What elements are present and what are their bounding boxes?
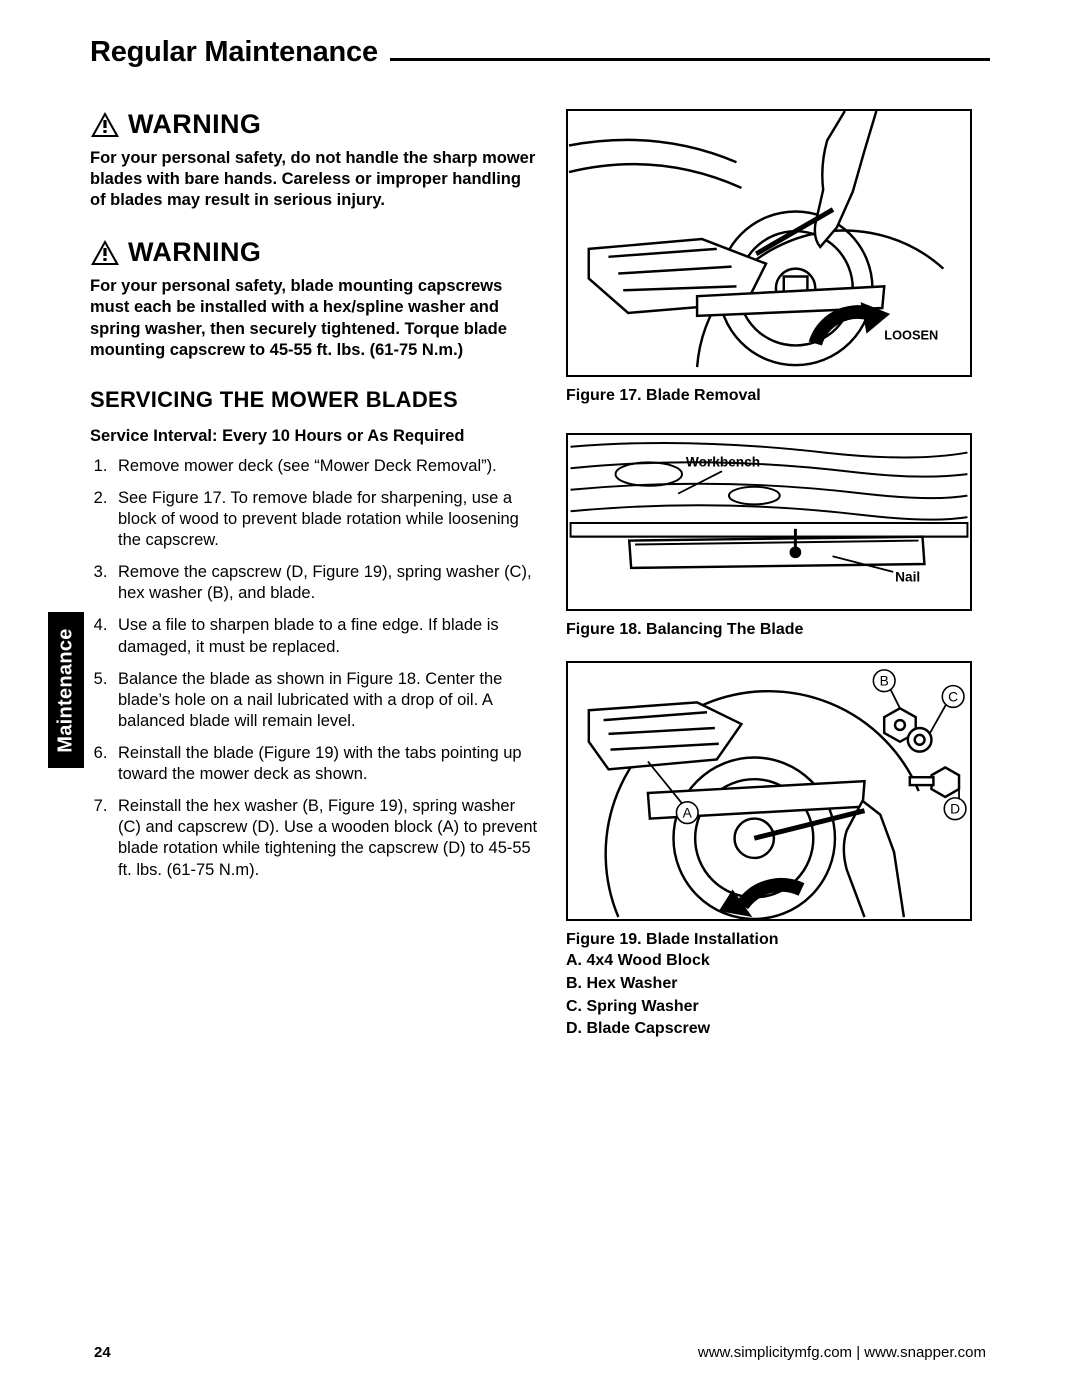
section-rule bbox=[390, 58, 990, 61]
figure-19-caption: Figure 19. Blade Installation bbox=[566, 931, 972, 949]
side-tab-label: Maintenance bbox=[55, 628, 78, 752]
warning-header-2: WARNING bbox=[90, 237, 538, 268]
step-item: Remove the capscrew (D, Figure 19), spri… bbox=[112, 562, 538, 604]
service-interval: Service Interval: Every 10 Hours or As R… bbox=[90, 427, 538, 446]
steps-list: Remove mower deck (see “Mower Deck Remov… bbox=[90, 456, 538, 881]
figure-18-caption: Figure 18. Balancing The Blade bbox=[566, 621, 972, 639]
warning-body-1: For your personal safety, do not handle … bbox=[90, 148, 538, 211]
step-item: See Figure 17. To remove blade for sharp… bbox=[112, 488, 538, 551]
step-item: Use a file to sharpen blade to a fine ed… bbox=[112, 615, 538, 657]
figure-19-label-d: D bbox=[950, 802, 960, 817]
warning-header-1: WARNING bbox=[90, 109, 538, 140]
section-header: Regular Maintenance bbox=[90, 36, 990, 69]
figure-19-label-a: A bbox=[683, 806, 693, 821]
figure-19-legend-a: A. 4x4 Wood Block bbox=[566, 951, 972, 972]
figure-19-legend-c: C. Spring Washer bbox=[566, 997, 972, 1018]
section-title: Regular Maintenance bbox=[90, 36, 378, 69]
figure-19-legend-d: D. Blade Capscrew bbox=[566, 1019, 972, 1040]
page-root: Regular Maintenance WARNING For your per… bbox=[0, 0, 1080, 1397]
figure-19-illustration: A B C D bbox=[568, 663, 970, 919]
figure-18-workbench-label: Workbench bbox=[686, 454, 760, 469]
figure-17-caption: Figure 17. Blade Removal bbox=[566, 387, 972, 405]
warning-body-2: For your personal safety, blade mounting… bbox=[90, 276, 538, 360]
figure-19-legend-b: B. Hex Washer bbox=[566, 974, 972, 995]
page-footer: 24 www.simplicitymfg.com | www.snapper.c… bbox=[0, 1344, 1080, 1361]
figure-17-illustration: LOOSEN bbox=[568, 111, 970, 375]
warning-triangle-icon bbox=[90, 239, 120, 267]
figure-17-loosen-label: LOOSEN bbox=[884, 328, 938, 343]
footer-urls: www.simplicitymfg.com | www.snapper.com bbox=[698, 1344, 986, 1361]
side-tab: Maintenance bbox=[48, 612, 84, 768]
warning-label-1: WARNING bbox=[128, 109, 261, 140]
right-column: LOOSEN Figure 17. Blade Removal bbox=[566, 109, 972, 1040]
step-item: Reinstall the hex washer (B, Figure 19),… bbox=[112, 796, 538, 880]
figure-19-label-c: C bbox=[948, 689, 958, 704]
figure-17-box: LOOSEN bbox=[566, 109, 972, 377]
left-column: WARNING For your personal safety, do not… bbox=[90, 109, 538, 1040]
figure-19-label-b: B bbox=[880, 674, 889, 689]
page-number: 24 bbox=[94, 1344, 111, 1361]
step-item: Balance the blade as shown in Figure 18.… bbox=[112, 669, 538, 732]
servicing-heading: SERVICING THE MOWER BLADES bbox=[90, 387, 538, 413]
warning-label-2: WARNING bbox=[128, 237, 261, 268]
figure-18-box: Workbench Nail bbox=[566, 433, 972, 611]
figure-19-box: A B C D bbox=[566, 661, 972, 921]
figure-18-nail-label: Nail bbox=[895, 570, 920, 585]
warning-triangle-icon bbox=[90, 111, 120, 139]
step-item: Reinstall the blade (Figure 19) with the… bbox=[112, 743, 538, 785]
step-item: Remove mower deck (see “Mower Deck Remov… bbox=[112, 456, 538, 477]
figure-18-illustration: Workbench Nail bbox=[568, 435, 970, 609]
two-column-layout: WARNING For your personal safety, do not… bbox=[90, 109, 990, 1040]
